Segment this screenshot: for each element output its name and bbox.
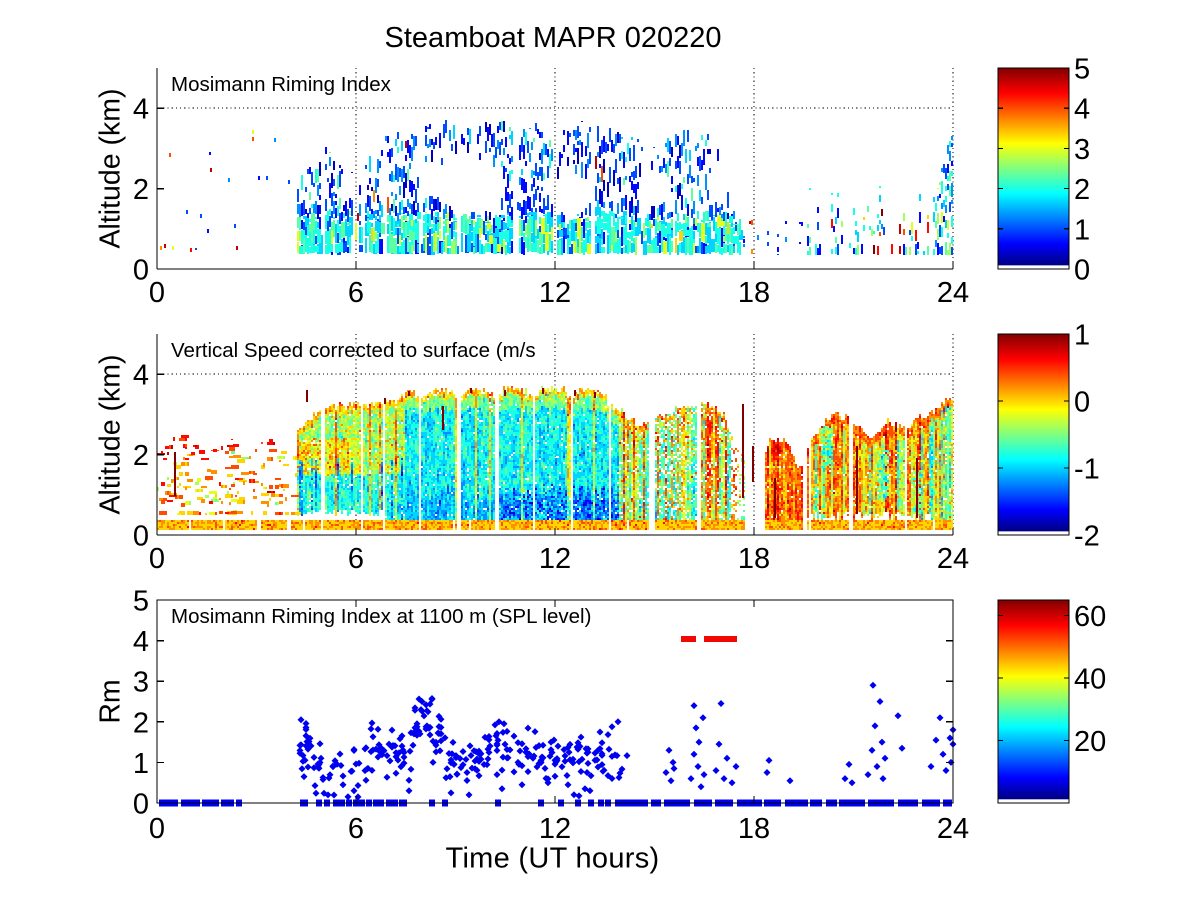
svg-text:1: 1 (133, 748, 149, 780)
svg-text:Altitude (km): Altitude (km) (95, 89, 127, 249)
svg-text:Vertical Speed corrected to su: Vertical Speed corrected to surface (m/s (171, 339, 536, 362)
svg-text:18: 18 (738, 277, 770, 309)
svg-text:18: 18 (738, 813, 770, 845)
svg-text:24: 24 (937, 543, 969, 575)
svg-text:0: 0 (1074, 387, 1090, 419)
svg-text:-2: -2 (1074, 521, 1100, 553)
svg-text:Mosimann Riming Index: Mosimann Riming Index (171, 73, 392, 96)
svg-text:40: 40 (1074, 664, 1106, 696)
svg-text:60: 60 (1074, 601, 1106, 633)
svg-text:Mosimann Riming Index at 1100: Mosimann Riming Index at 1100 m (SPL lev… (171, 605, 591, 628)
svg-text:Steamboat MAPR 020220: Steamboat MAPR 020220 (385, 22, 722, 54)
svg-text:0: 0 (133, 521, 149, 553)
svg-text:2: 2 (133, 174, 149, 206)
svg-text:24: 24 (937, 277, 969, 309)
svg-text:12: 12 (539, 277, 571, 309)
svg-text:4: 4 (133, 360, 149, 392)
svg-text:1: 1 (1074, 214, 1090, 246)
svg-text:2: 2 (133, 440, 149, 472)
svg-text:Rm: Rm (95, 679, 127, 723)
svg-text:4: 4 (133, 626, 149, 658)
svg-text:6: 6 (348, 277, 364, 309)
svg-text:5: 5 (1074, 54, 1090, 86)
svg-text:3: 3 (1074, 134, 1090, 166)
svg-text:12: 12 (539, 813, 571, 845)
svg-text:18: 18 (738, 543, 770, 575)
svg-text:12: 12 (539, 543, 571, 575)
svg-text:Altitude (km): Altitude (km) (95, 355, 127, 515)
svg-text:0: 0 (1074, 255, 1090, 287)
svg-text:6: 6 (348, 543, 364, 575)
svg-text:0: 0 (149, 277, 165, 309)
svg-text:0: 0 (133, 255, 149, 287)
svg-text:3: 3 (133, 667, 149, 699)
svg-text:6: 6 (348, 813, 364, 845)
svg-text:20: 20 (1074, 726, 1106, 758)
svg-text:1: 1 (1074, 320, 1090, 352)
svg-text:0: 0 (149, 813, 165, 845)
svg-text:4: 4 (133, 94, 149, 126)
svg-text:-1: -1 (1074, 454, 1100, 486)
svg-text:4: 4 (1074, 94, 1090, 126)
svg-text:2: 2 (1074, 174, 1090, 206)
svg-text:Time (UT hours): Time (UT hours) (446, 843, 660, 875)
svg-text:0: 0 (149, 543, 165, 575)
svg-text:24: 24 (937, 813, 969, 845)
svg-text:2: 2 (133, 707, 149, 739)
svg-text:5: 5 (133, 586, 149, 618)
svg-text:0: 0 (133, 789, 149, 821)
